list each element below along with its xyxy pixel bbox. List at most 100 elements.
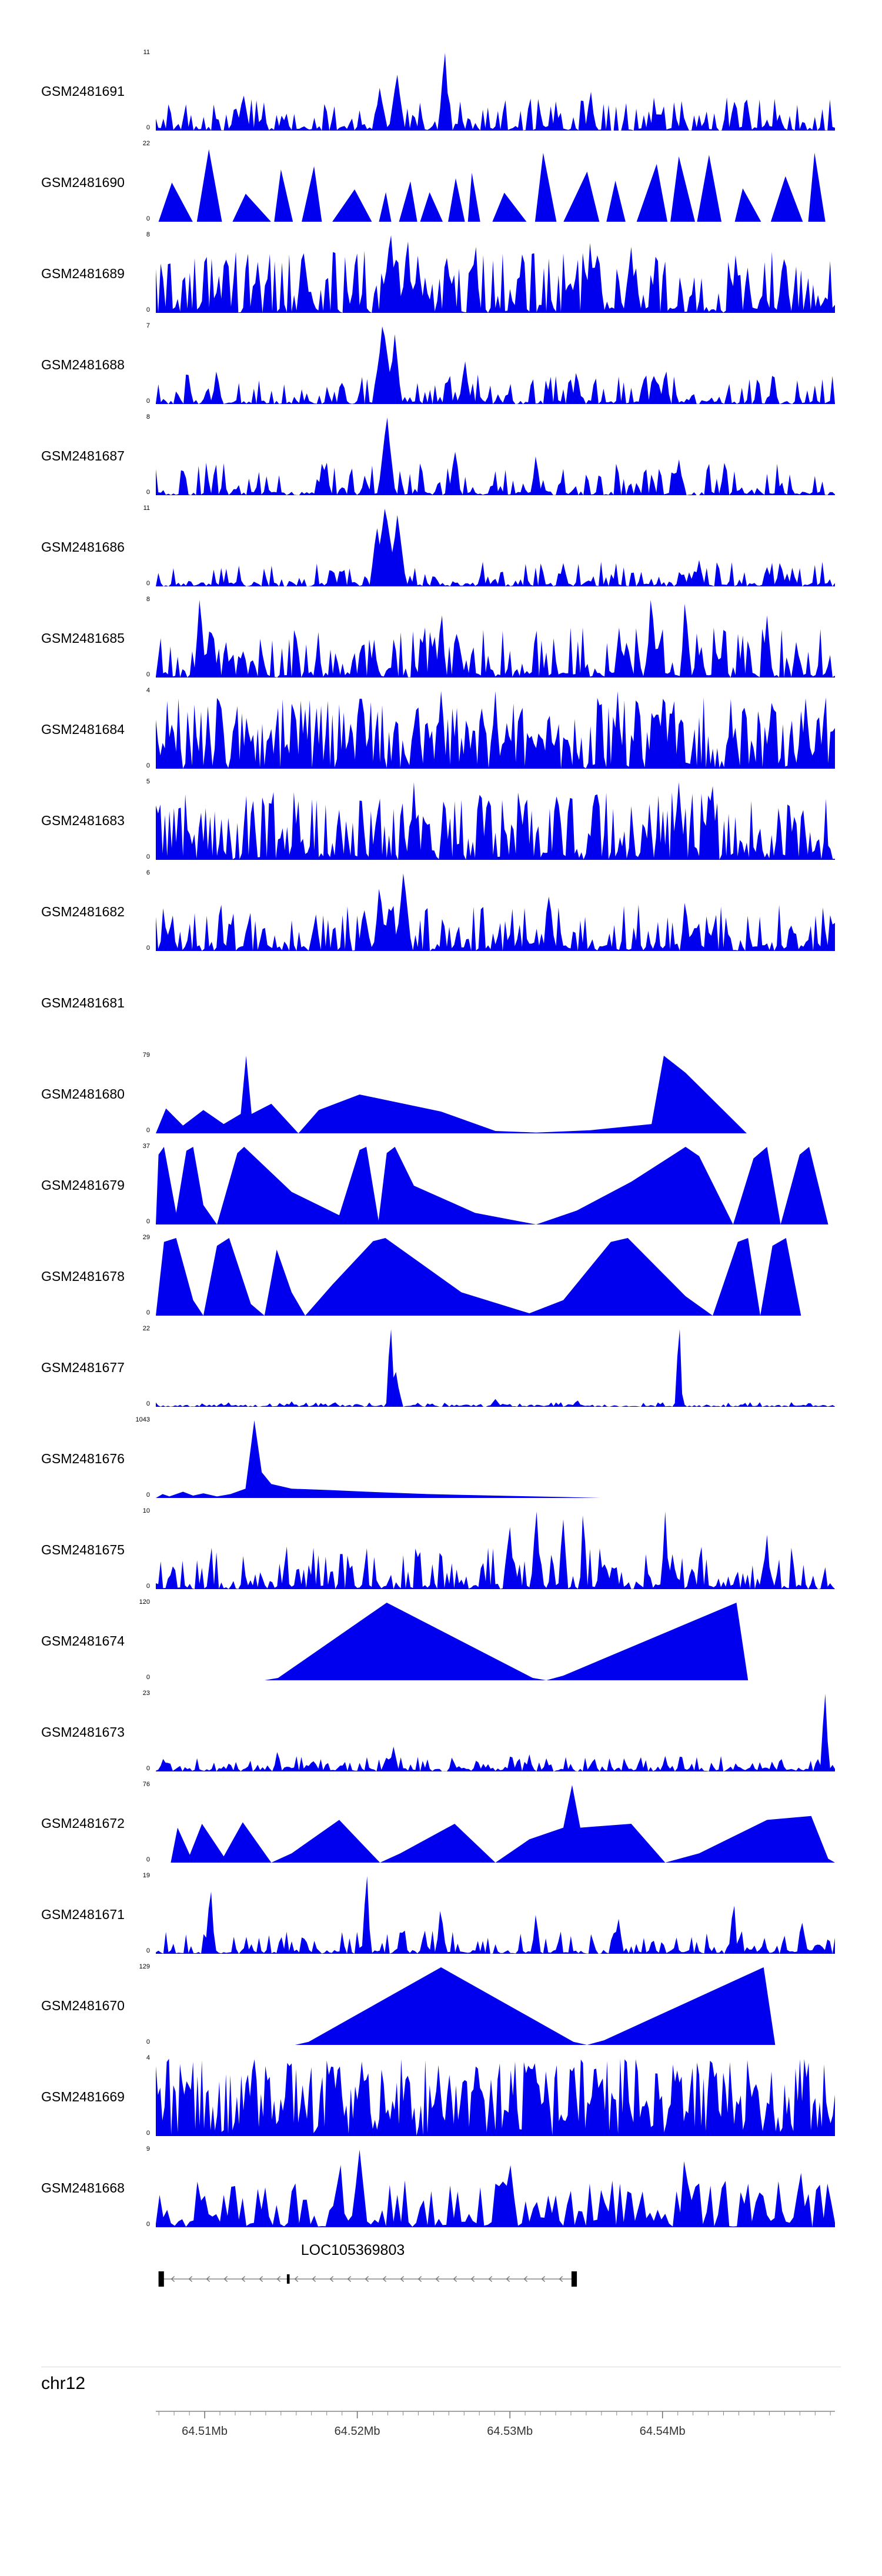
minus-strand-arrow-icon	[523, 2276, 528, 2282]
y-axis-zero-label: 0	[146, 1583, 150, 1590]
track-label: GSM2481680	[41, 1086, 125, 1102]
gene-model	[158, 2271, 577, 2287]
coverage-plot	[156, 53, 835, 131]
coverage-polygon	[156, 1147, 835, 1224]
track-label: GSM2481686	[41, 539, 125, 555]
coverage-track-row: GSM2481691 11 0	[0, 49, 882, 144]
y-axis-zero-label: 0	[146, 762, 150, 769]
coverage-track-row: GSM2481689 8 0	[0, 231, 882, 326]
coverage-polygon	[156, 1056, 835, 1133]
y-axis-max-label: 22	[142, 140, 150, 147]
genome-ruler: 64.51Mb 64.52Mb 64.53Mb 64.54Mb	[156, 2411, 835, 2438]
coverage-polygon	[156, 1876, 835, 1954]
axis-tick-label: 64.53Mb	[487, 2425, 533, 2438]
coverage-polygon	[156, 1329, 835, 1407]
y-axis-max-label: 120	[139, 1599, 150, 1606]
coverage-track-row: GSM2481676 1043 0	[0, 1416, 882, 1511]
coverage-polygon	[156, 1603, 835, 1680]
coverage-plot	[156, 1511, 835, 1589]
coverage-plot	[156, 1147, 835, 1224]
coverage-polygon	[156, 1785, 835, 1863]
y-axis-max-label: 10	[142, 1507, 150, 1514]
y-axis-zero-label: 0	[146, 2038, 150, 2046]
coverage-plot	[156, 1420, 835, 1498]
y-axis-max-label: 37	[142, 1143, 150, 1150]
coverage-plot	[156, 1694, 835, 1771]
coverage-track-row: GSM2481680 79 0	[0, 1052, 882, 1147]
gene-name-label: LOC105369803	[300, 2242, 405, 2258]
coverage-polygon	[156, 418, 835, 495]
axis-tick-label: 64.54Mb	[640, 2425, 686, 2438]
track-label: GSM2481672	[41, 1816, 125, 1831]
exon-box	[286, 2274, 290, 2284]
minus-strand-arrow-icon	[171, 2276, 175, 2282]
minus-strand-arrow-icon	[347, 2276, 352, 2282]
minus-strand-arrow-icon	[488, 2276, 493, 2282]
coverage-plot	[156, 1056, 835, 1133]
y-axis-zero-label: 0	[146, 215, 150, 222]
y-axis-zero-label: 0	[146, 1400, 150, 1407]
coverage-plot	[156, 600, 835, 678]
y-axis-zero-label: 0	[146, 489, 150, 496]
y-axis-max-label: 76	[142, 1781, 150, 1788]
coverage-polygon	[156, 2058, 835, 2136]
coverage-polygon	[156, 1420, 835, 1498]
track-label: GSM2481688	[41, 357, 125, 372]
y-axis-zero-label: 0	[146, 1218, 150, 1225]
track-label: GSM2481669	[41, 2089, 125, 2104]
minus-strand-arrow-icon	[312, 2276, 316, 2282]
track-label: GSM2481689	[41, 266, 125, 281]
exon-box	[158, 2271, 164, 2287]
track-label: GSM2481673	[41, 1724, 125, 1740]
minus-strand-arrow-icon	[241, 2276, 246, 2282]
axis-tick-label: 64.51Mb	[182, 2425, 228, 2438]
coverage-plot	[156, 1238, 835, 1316]
minus-strand-arrow-icon	[188, 2276, 193, 2282]
y-axis-zero-label: 0	[146, 1947, 150, 1954]
y-axis-max-label: 6	[146, 869, 150, 876]
track-label: GSM2481676	[41, 1451, 125, 1466]
coverage-track-row: GSM2481682 6 0	[0, 869, 882, 965]
y-axis-max-label: 129	[139, 1963, 150, 1970]
coverage-plot	[156, 1329, 835, 1407]
y-axis-max-label: 23	[142, 1690, 150, 1697]
track-label: GSM2481671	[41, 1907, 125, 1922]
y-axis-max-label: 7	[146, 322, 150, 329]
coverage-polygon	[156, 1511, 835, 1589]
track-label: GSM2481684	[41, 722, 125, 737]
coverage-polygon	[156, 53, 835, 131]
coverage-plot	[156, 782, 835, 860]
coverage-plot	[156, 1785, 835, 1863]
coverage-polygon	[156, 873, 835, 951]
y-axis-max-label: 4	[146, 2054, 150, 2061]
minus-strand-arrow-icon	[329, 2276, 334, 2282]
y-axis-zero-label: 0	[146, 306, 150, 313]
coverage-polygon	[156, 782, 835, 860]
minus-strand-arrow-icon	[506, 2276, 510, 2282]
minus-strand-arrow-icon	[470, 2276, 475, 2282]
minus-strand-arrow-icon	[206, 2276, 211, 2282]
coverage-track-row: GSM2481670 129 0	[0, 1963, 882, 2058]
track-label: GSM2481674	[41, 1633, 125, 1649]
coverage-plot	[156, 149, 835, 222]
coverage-track-row: GSM2481672 76 0	[0, 1781, 882, 1876]
minus-strand-arrow-icon	[435, 2276, 440, 2282]
track-label: GSM2481679	[41, 1177, 125, 1193]
y-axis-zero-label: 0	[146, 1856, 150, 1863]
y-axis-max-label: 29	[142, 1234, 150, 1241]
coverage-track-row: GSM2481673 23 0	[0, 1690, 882, 1785]
minus-strand-arrow-icon	[417, 2276, 422, 2282]
track-label: GSM2481677	[41, 1360, 125, 1375]
coverage-polygon	[156, 1967, 835, 2045]
track-label: GSM2481668	[41, 2180, 125, 2195]
y-axis-zero-label: 0	[146, 580, 150, 587]
coverage-polygon	[156, 600, 835, 678]
y-axis-max-label: 11	[143, 505, 150, 512]
minus-strand-arrow-icon	[276, 2276, 281, 2282]
coverage-track-row: GSM2481671 19 0	[0, 1872, 882, 1967]
coverage-track-row: GSM2481688 7 0	[0, 322, 882, 418]
coverage-track-row: GSM2481684 4 0	[0, 687, 882, 782]
y-axis-max-label: 11	[143, 49, 150, 56]
y-axis-zero-label: 0	[146, 671, 150, 678]
track-label: GSM2481670	[41, 1998, 125, 2013]
